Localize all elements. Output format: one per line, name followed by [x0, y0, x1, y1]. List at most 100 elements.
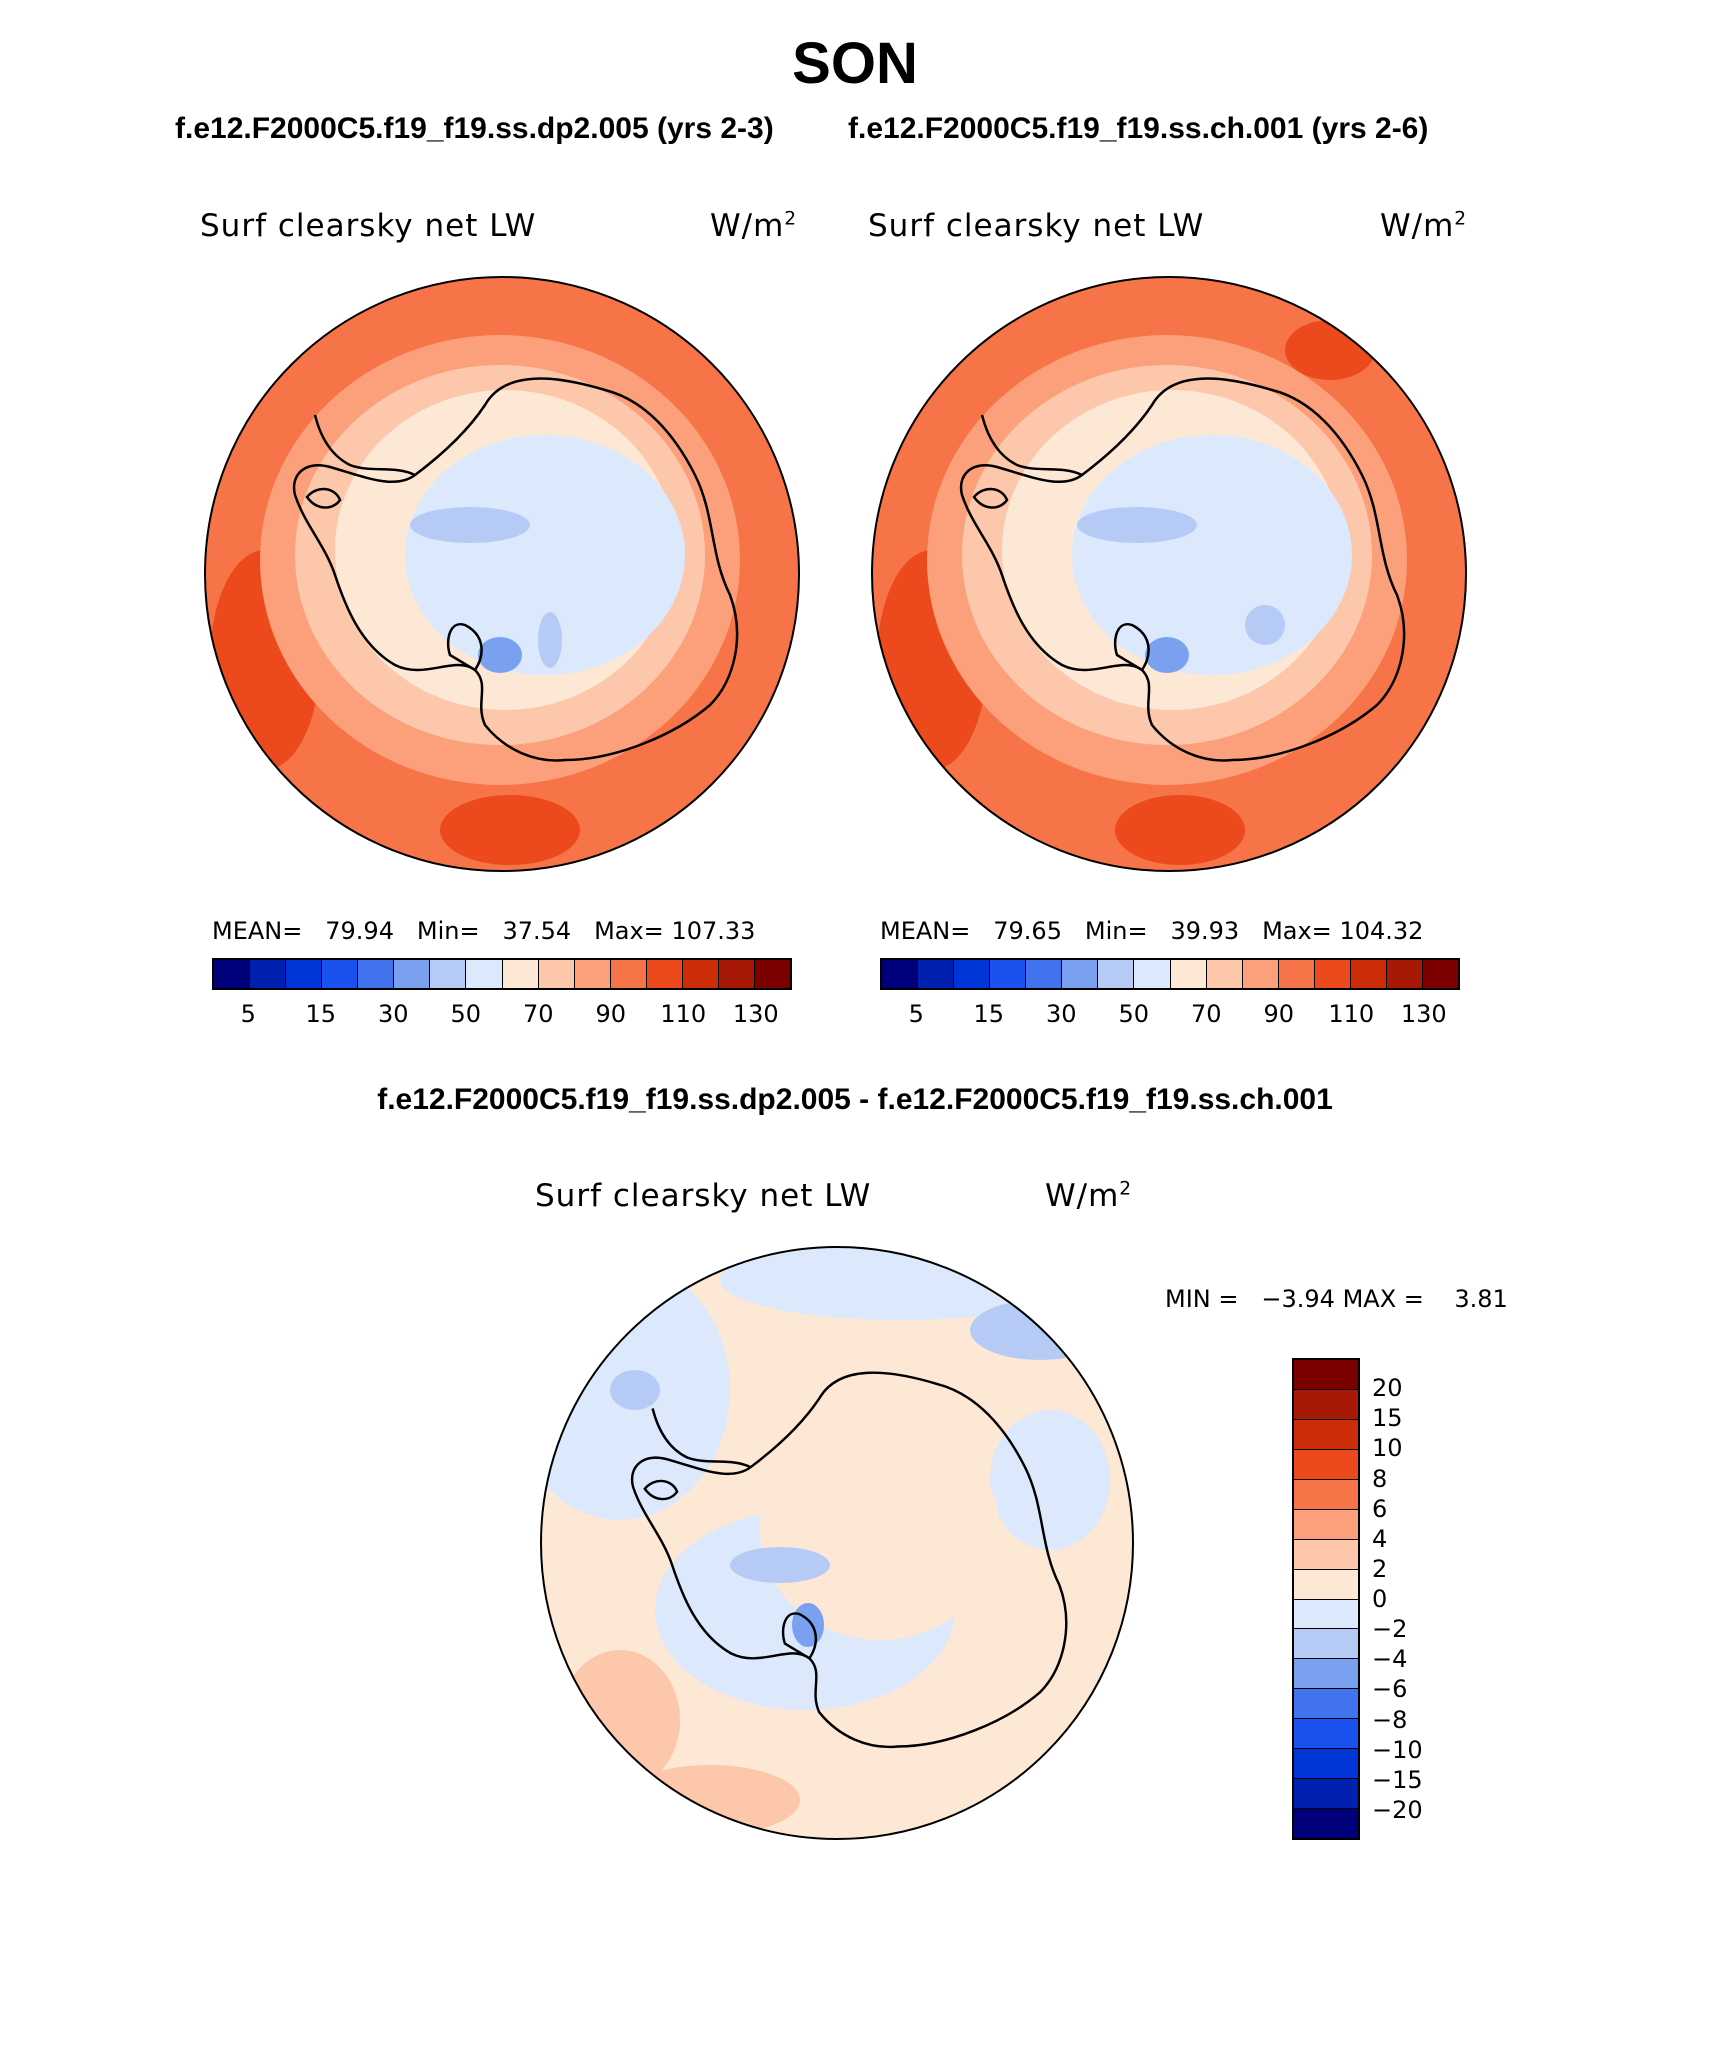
map-3-high-southwest [560, 1650, 680, 1790]
colorbar-swatch [1278, 960, 1315, 988]
colorbar-swatch [954, 960, 991, 988]
map-2-low-spot-2 [1245, 605, 1285, 645]
colorbar-swatch [574, 960, 611, 988]
colorbar-swatch [718, 960, 755, 988]
colorbar-swatch [1242, 960, 1279, 988]
colorbar-swatch [1026, 960, 1063, 988]
map-3-interior-low [730, 1547, 830, 1583]
map-2-low-spot [1145, 637, 1189, 673]
colorbar-swatch [1294, 1479, 1358, 1510]
colorbar-tick-label: 10 [1372, 1434, 1403, 1463]
colorbar-tick-label: −2 [1372, 1615, 1408, 1644]
diff-minmax: MIN = −3.94 MAX = 3.81 [1165, 1285, 1508, 1313]
colorbar-swatch [882, 960, 919, 988]
map-1-high-region-south [440, 795, 580, 865]
colorbar-swatch [1422, 960, 1458, 988]
colorbar-swatch [430, 960, 467, 988]
colorbar-tick-label: 110 [660, 1000, 707, 1028]
panel-1-stats: MEAN= 79.94 Min= 37.54 Max= 107.33 [212, 917, 756, 945]
colorbar-swatch [1294, 1749, 1358, 1780]
map-1-low-spot [478, 637, 522, 673]
colorbar-tick-label: 4 [1372, 1524, 1388, 1553]
colorbar-panel-1 [212, 958, 792, 990]
colorbar-tick-label: −6 [1372, 1675, 1408, 1704]
panel-2-variable: Surf clearsky net LW [868, 208, 1205, 244]
panel-1-variable: Surf clearsky net LW [200, 208, 537, 244]
colorbar-swatch [1294, 1659, 1358, 1690]
colorbar-tick-label: −8 [1372, 1705, 1408, 1734]
colorbar-swatch [1062, 960, 1099, 988]
colorbar-swatch [538, 960, 575, 988]
colorbar-tick-label: −20 [1372, 1795, 1423, 1824]
colorbar-tick-label: 90 [595, 1000, 627, 1028]
colorbar-swatch [1314, 960, 1351, 988]
map-3-low-northeast [970, 1300, 1110, 1360]
colorbar-swatch [1386, 960, 1423, 988]
colorbar-swatch [1294, 1419, 1358, 1450]
colorbar-tick-label: 8 [1372, 1464, 1388, 1493]
colorbar-tick-label: 30 [377, 1000, 409, 1028]
colorbar-tick-label: 130 [732, 1000, 779, 1028]
panel-2-header: f.e12.F2000C5.f19_f19.ss.ch.001 (yrs 2-6… [848, 112, 1429, 145]
page-title: SON [792, 31, 918, 96]
colorbar-tick-label: 15 [305, 1000, 337, 1028]
colorbar-tick-label: 110 [1328, 1000, 1375, 1028]
colorbar-tick-label: 15 [973, 1000, 1005, 1028]
colorbar-swatch [250, 960, 287, 988]
colorbar-tick-label: 20 [1372, 1374, 1403, 1403]
colorbar-tick-label: −15 [1372, 1765, 1423, 1794]
colorbar-swatch [1294, 1539, 1358, 1570]
map-panel-diff [541, 1247, 1133, 1839]
colorbar-tick-label: 5 [908, 1000, 924, 1028]
colorbar-tick-label: 15 [1372, 1404, 1403, 1433]
diff-header: f.e12.F2000C5.f19_f19.ss.dp2.005 - f.e12… [377, 1083, 1333, 1116]
colorbar-swatch [358, 960, 395, 988]
colorbar-swatch [1294, 1389, 1358, 1420]
map-2-low-band [1077, 507, 1197, 543]
colorbar-tick-label: 90 [1263, 1000, 1295, 1028]
map-3-interior-pale [760, 1420, 1000, 1640]
colorbar-tick-label: 70 [1190, 1000, 1222, 1028]
colorbar-swatch [754, 960, 790, 988]
colorbar-tick-label: 30 [1045, 1000, 1077, 1028]
colorbar-panel-2-ticks: 5 15 30 50 70 90 110 130 [880, 1000, 1460, 1030]
colorbar-tick-label: 6 [1372, 1494, 1388, 1523]
colorbar-swatch [1294, 1599, 1358, 1630]
colorbar-swatch [466, 960, 503, 988]
panel-2-units: W/m2 [1380, 208, 1468, 244]
colorbar-tick-label: 50 [450, 1000, 482, 1028]
map-panel-1 [205, 277, 799, 871]
colorbar-tick-label: −4 [1372, 1645, 1408, 1674]
colorbar-swatch [322, 960, 359, 988]
colorbar-swatch [1294, 1779, 1358, 1810]
diff-variable: Surf clearsky net LW [535, 1178, 872, 1214]
colorbar-swatch [1294, 1360, 1358, 1390]
colorbar-tick-label: 2 [1372, 1554, 1388, 1583]
colorbar-tick-label: 0 [1372, 1585, 1388, 1613]
colorbar-swatch [1294, 1629, 1358, 1660]
diff-units: W/m2 [1045, 1178, 1133, 1214]
map-3-low-spot [792, 1603, 824, 1647]
map-3-low-spot-west [610, 1370, 660, 1410]
map-2-high-region-northeast [1285, 320, 1375, 380]
map-3-low-east [990, 1410, 1110, 1550]
panel-1-units: W/m2 [710, 208, 798, 244]
colorbar-diff-ticks: 20 15 10 8 6 4 2 0 −2 −4 −6 −8 −10 −15 −20 [1372, 1358, 1472, 1840]
colorbar-tick-label: −10 [1372, 1735, 1423, 1764]
colorbar-swatch [1294, 1689, 1358, 1720]
colorbar-swatch [1206, 960, 1243, 988]
colorbar-panel-1-ticks: 5 15 30 50 70 90 110 130 [212, 1000, 792, 1030]
colorbar-swatch [1170, 960, 1207, 988]
colorbar-swatch [646, 960, 683, 988]
map-3-low-north [720, 1247, 1080, 1320]
colorbar-tick-label: 130 [1400, 1000, 1447, 1028]
colorbar-diff [1292, 1358, 1360, 1840]
colorbar-swatch [502, 960, 539, 988]
colorbar-swatch [918, 960, 955, 988]
colorbar-swatch [1294, 1809, 1358, 1838]
map-1-low-band [410, 507, 530, 543]
map-2-high-region-south [1115, 795, 1245, 865]
colorbar-tick-label: 70 [522, 1000, 554, 1028]
colorbar-swatch [1134, 960, 1171, 988]
